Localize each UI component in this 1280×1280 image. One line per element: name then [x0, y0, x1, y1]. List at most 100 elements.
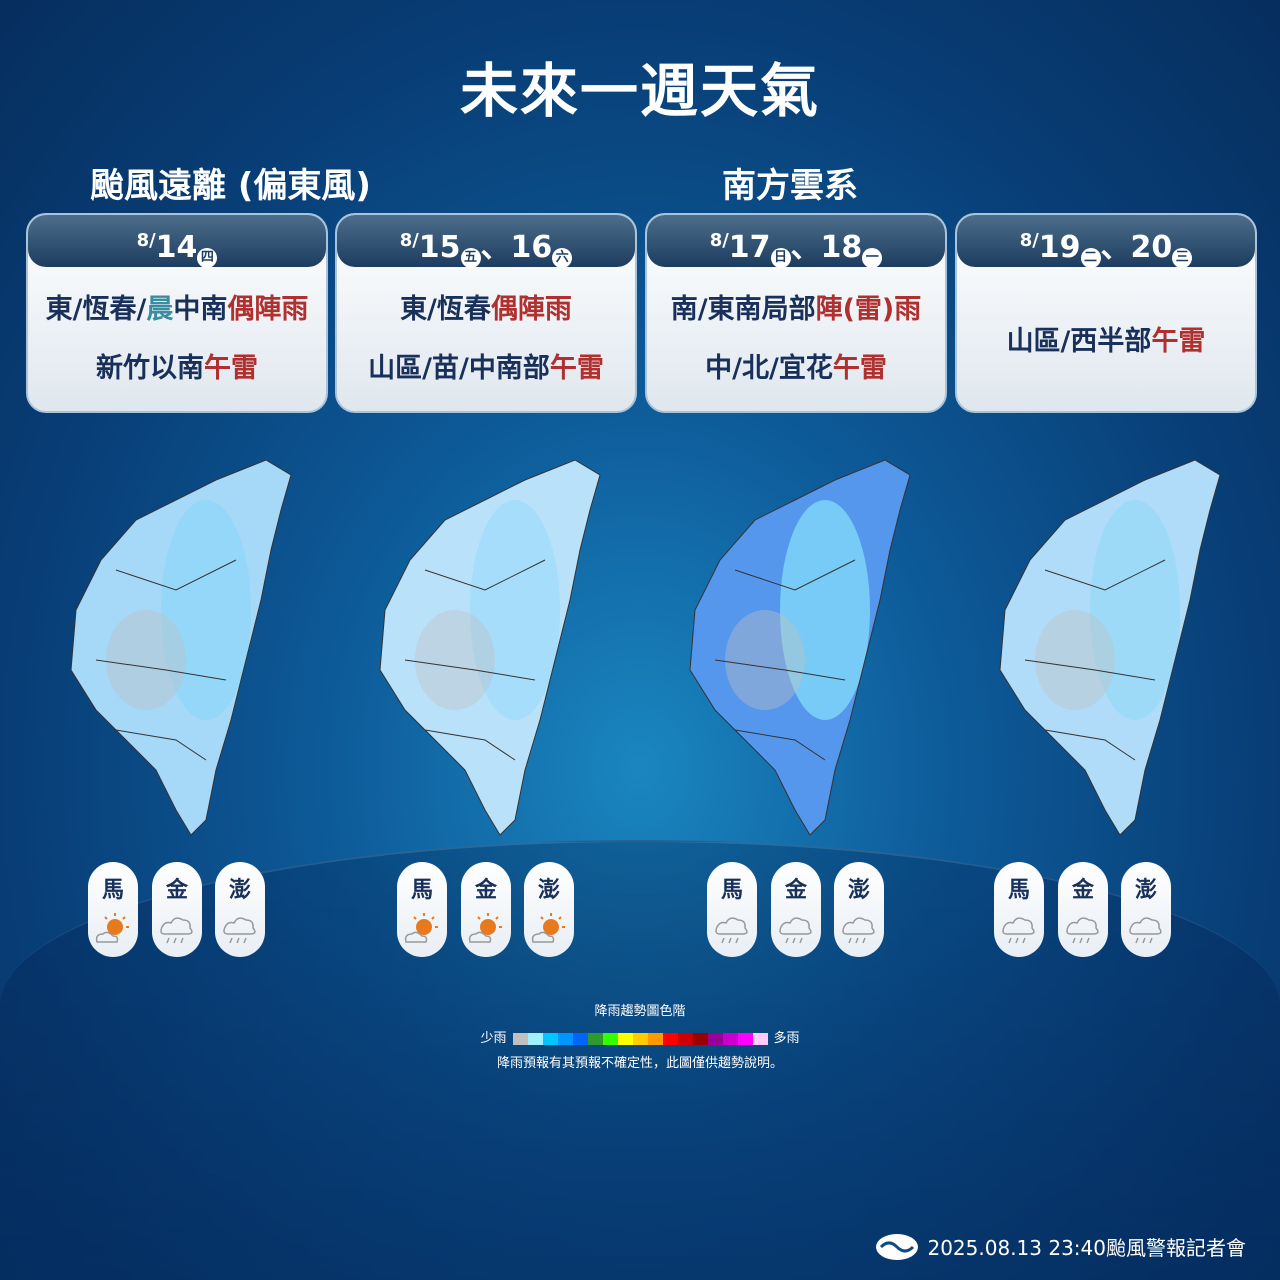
forecast-line: 南/東南局部陣(雷)雨: [647, 287, 945, 326]
rain-cloud-icon: [1129, 917, 1162, 944]
island-name: 馬: [101, 878, 124, 903]
footer-text: 2025.08.13 23:40颱風警報記者會: [927, 1236, 1246, 1260]
month: 8/: [399, 230, 419, 251]
legend-swatch: [647, 1032, 663, 1045]
island-name: 馬: [720, 878, 743, 903]
island-forecast: 澎: [1121, 862, 1171, 957]
rain-cloud-icon: [223, 917, 256, 944]
island-name: 金: [165, 878, 188, 903]
rain-cloud-icon: [779, 917, 812, 944]
section-label-typhoon: 颱風遠離 (偏東風): [90, 166, 371, 206]
legend-low: 少雨: [480, 1031, 507, 1046]
legend-high: 多雨: [773, 1031, 800, 1046]
forecast-text: 午雷: [204, 353, 258, 384]
island-name: 澎: [1134, 878, 1157, 903]
forecast-line: 東/恆春/晨中南偶陣雨: [28, 287, 326, 326]
island-forecast: 澎: [215, 862, 265, 957]
forecast-text: 晨: [146, 294, 174, 325]
legend-swatch: [722, 1032, 738, 1045]
forecast-line: 山區/苗/中南部午雷: [337, 346, 635, 385]
legend-swatch: [707, 1032, 723, 1045]
day: 15: [418, 230, 461, 265]
island-forecast: 金: [152, 862, 202, 957]
legend-swatch: [587, 1032, 603, 1045]
island-name: 澎: [228, 878, 251, 903]
forecast-text: 雨: [894, 294, 922, 325]
forecast-text: 陣(雷): [815, 294, 895, 325]
page-title: 未來一週天氣: [459, 57, 820, 125]
forecast-card: 8/14 四東/恆春/晨中南偶陣雨 新竹以南午雷: [26, 213, 328, 413]
weekday-badge: 六: [552, 248, 573, 268]
card-date-header: 8/19 二、20 三: [957, 215, 1255, 268]
forecast-text: 山區/苗/中南部: [368, 353, 550, 384]
forecast-text: 偶陣雨: [490, 294, 572, 325]
taiwan-rain-map: [70, 459, 292, 836]
day: 18: [820, 230, 863, 265]
card-date-header: 8/15 五、16 六: [337, 215, 635, 268]
legend-swatch: [527, 1032, 543, 1045]
legend-swatch: [617, 1032, 633, 1045]
forecast-text: 午雷: [549, 353, 604, 384]
card-date-header: 8/17 日、18 一: [647, 215, 945, 268]
forecast-line: 中/北/宜花午雷: [647, 346, 945, 385]
island-name: 金: [784, 878, 807, 903]
island-forecast: 馬: [397, 862, 447, 957]
legend-swatch: [692, 1032, 708, 1045]
island-forecast: 馬: [994, 862, 1044, 957]
sunny-cloud-icon: [95, 913, 129, 943]
forecast-line: 新竹以南午雷: [28, 346, 326, 385]
taiwan-rain-map: [379, 459, 601, 836]
sunny-cloud-icon: [531, 913, 565, 943]
day: 14: [155, 230, 198, 265]
rain-cloud-icon: [160, 917, 193, 944]
forecast-text: 東/恆春: [400, 294, 491, 325]
rain-cloud-icon: [842, 917, 875, 944]
legend-swatch: [632, 1032, 648, 1045]
legend-swatch: [737, 1032, 753, 1045]
cwa-logo-icon: [876, 1233, 919, 1260]
sunny-cloud-icon: [404, 913, 438, 943]
island-name: 澎: [537, 878, 560, 903]
legend-swatch: [602, 1032, 618, 1045]
card-date-header: 8/14 四: [28, 215, 326, 268]
island-name: 馬: [410, 878, 433, 903]
weekday-badge: 三: [1172, 248, 1193, 268]
rain-cloud-icon: [715, 917, 748, 944]
weekday-badge: 四: [197, 248, 218, 268]
island-name: 澎: [847, 878, 870, 903]
legend-swatch: [572, 1032, 588, 1045]
forecast-line: 東/恆春偶陣雨: [337, 287, 635, 326]
weekday-badge: 二: [1080, 248, 1101, 268]
rain-legend: 降雨趨勢圖色階 少雨 多雨 降雨預報有其預報不確定性，此圖僅供趨勢說明。: [0, 1000, 1280, 1071]
forecast-text: 中/北/宜花: [705, 353, 833, 384]
island-forecast: 馬: [707, 862, 757, 957]
island-forecast: 金: [461, 862, 511, 957]
legend-swatch: [677, 1032, 693, 1045]
legend-color-bar: [512, 1032, 768, 1045]
forecast-text: 南/東南局部: [670, 294, 816, 325]
weekday-badge: 五: [460, 248, 481, 268]
forecast-text: 午雷: [1151, 326, 1206, 357]
legend-swatch: [662, 1032, 678, 1045]
taiwan-rain-map: [689, 459, 911, 836]
day: 19: [1038, 230, 1081, 265]
island-forecast: 金: [1058, 862, 1108, 957]
weekday-badge: 日: [770, 248, 791, 268]
island-forecast: 馬: [88, 862, 138, 957]
month: 8/: [136, 230, 156, 251]
forecast-text: 東/恆春/: [45, 294, 147, 325]
island-forecast: 澎: [524, 862, 574, 957]
forecast-text: 午雷: [832, 353, 887, 384]
legend-swatch: [542, 1032, 558, 1045]
day: 16: [510, 230, 553, 265]
day: 17: [728, 230, 771, 265]
weekday-badge: 一: [862, 248, 883, 268]
forecast-text: 新竹以南: [96, 353, 204, 384]
island-forecast: 金: [771, 862, 821, 957]
forecast-card: 8/17 日、18 一南/東南局部陣(雷)雨 中/北/宜花午雷: [645, 213, 947, 413]
month: 8/: [1019, 230, 1039, 251]
section-label-southern-clouds: 南方雲系: [722, 166, 858, 206]
forecast-line: 山區/西半部午雷: [957, 319, 1255, 358]
day: 20: [1130, 230, 1173, 265]
legend-title: 降雨趨勢圖色階: [594, 1004, 686, 1019]
